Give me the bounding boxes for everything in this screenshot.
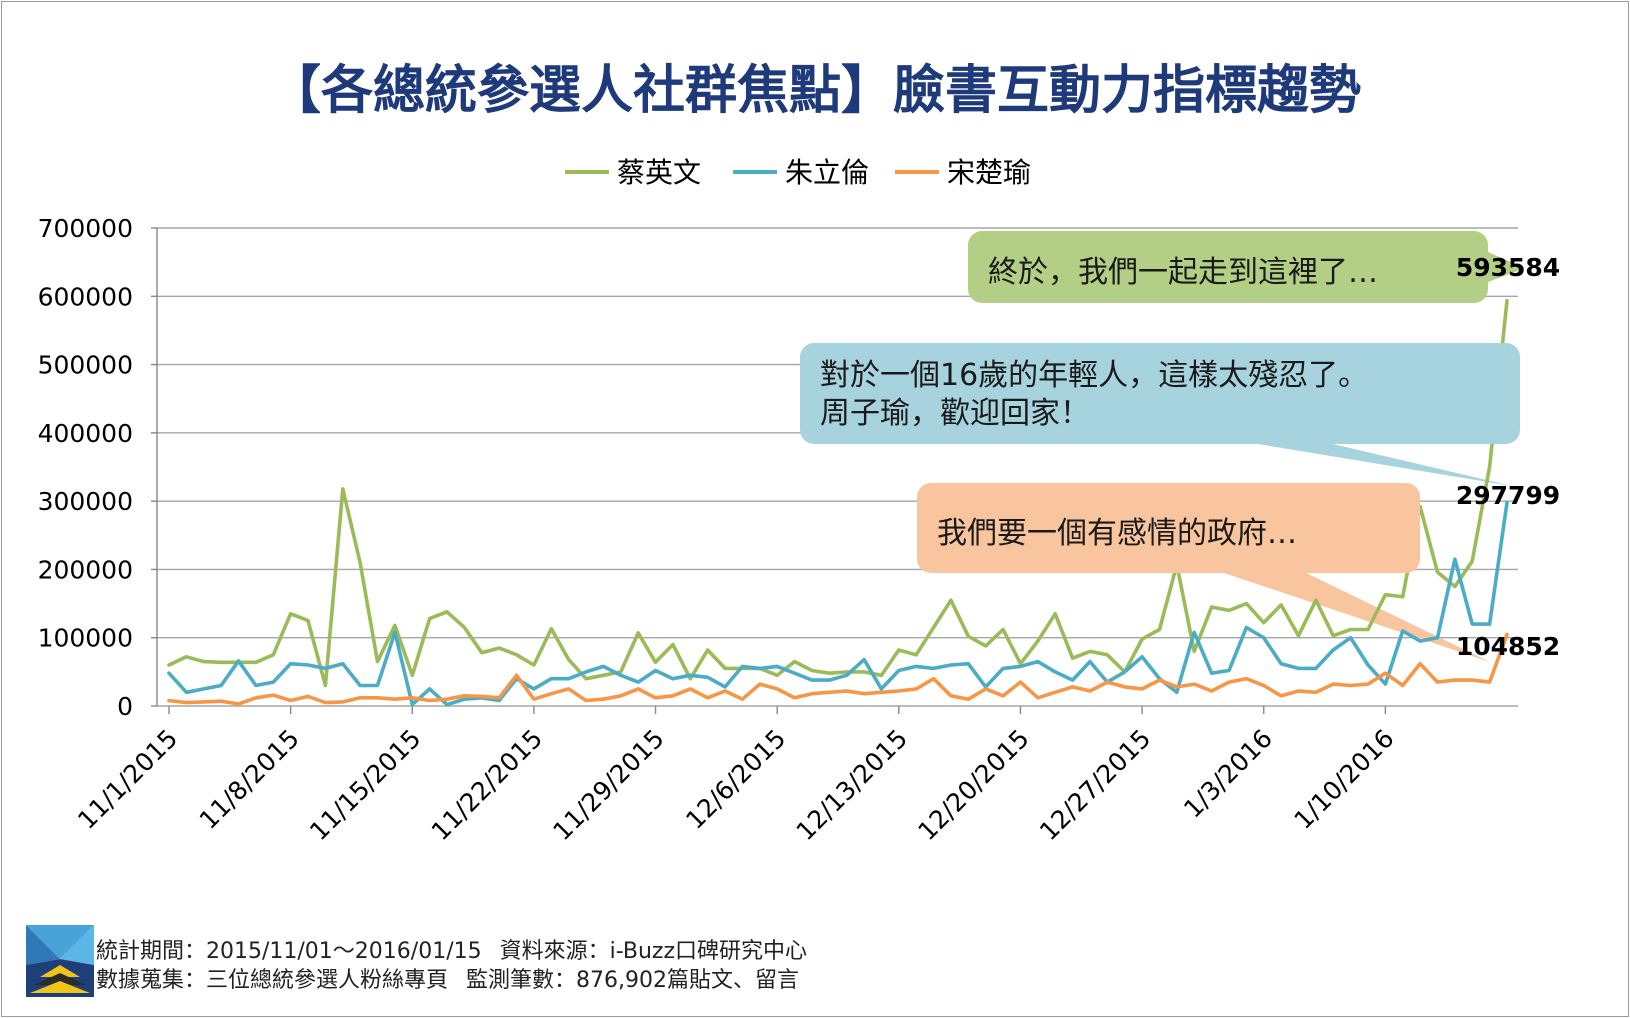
series-line-2 xyxy=(167,632,1509,706)
footer-source: 資料來源：i-Buzz口碑研究中心 xyxy=(499,939,808,964)
callout-tail-1 xyxy=(1240,441,1512,486)
legend-label-2: 宋楚瑜 xyxy=(947,156,1031,189)
y-tick-label-3: 300000 xyxy=(38,487,133,516)
x-tick-label-5: 12/6/2015 xyxy=(680,724,791,835)
y-tick-label-1: 100000 xyxy=(38,624,133,653)
callout-tail-0 xyxy=(1488,252,1525,282)
x-tick-label-9: 1/3/2016 xyxy=(1178,724,1278,824)
legend-label-1: 朱立倫 xyxy=(785,156,869,189)
x-tick-label-1: 11/8/2015 xyxy=(194,724,305,835)
x-tick-label-6: 12/13/2015 xyxy=(791,724,913,846)
chart-legend: 蔡英文 朱立倫 宋楚瑜 xyxy=(565,156,1031,189)
end-label-1: 297799 xyxy=(1456,481,1560,510)
callout-text-1-1: 周子瑜，歡迎回家！ xyxy=(820,396,1090,431)
callout-box-2 xyxy=(917,483,1420,573)
callout-text-0-0: 終於，我們一起走到這裡了… xyxy=(988,255,1378,290)
callout-box-1 xyxy=(800,343,1520,444)
end-labels: 593584 297799 104852 xyxy=(1456,253,1560,661)
x-axis: 11/1/2015 11/8/2015 11/15/2015 11/22/2015 11… xyxy=(72,706,1400,846)
y-tick-label-0: 0 xyxy=(117,692,133,721)
callout-tail-2 xyxy=(1215,570,1490,662)
y-tick-label-6: 600000 xyxy=(38,282,133,311)
chart-series xyxy=(167,298,1509,707)
callout-text-1-0: 對於一個16歲的年輕人，這樣太殘忍了。 xyxy=(820,358,1368,393)
footer-count: 監測筆數：876,902篇貼文、留言 xyxy=(466,968,799,993)
x-tick-label-2: 11/15/2015 xyxy=(304,724,426,846)
chart-title: 【各總統參選人社群焦點】臉書互動力指標趨勢 xyxy=(269,61,1361,121)
callout-tails xyxy=(1215,252,1525,662)
legend-label-0: 蔡英文 xyxy=(617,156,701,189)
y-tick-label-4: 400000 xyxy=(38,419,133,448)
end-label-2: 104852 xyxy=(1456,632,1560,661)
callout-box-0 xyxy=(968,231,1488,303)
ibuzz-logo-icon xyxy=(26,925,94,997)
x-tick-label-7: 12/20/2015 xyxy=(912,724,1034,846)
footer-period: 統計期間：2015/11/01～2016/01/15 xyxy=(96,939,482,964)
y-axis: 0 100000 200000 300000 400000 500000 600000 700… xyxy=(38,214,158,721)
x-tick-label-4: 11/29/2015 xyxy=(547,724,669,846)
x-tick-label-0: 11/1/2015 xyxy=(72,724,183,835)
callouts: 終於，我們一起走到這裡了… 對於一個16歲的年輕人，這樣太殘忍了。周子瑜，歡迎回家… xyxy=(800,231,1520,573)
y-tick-label-2: 200000 xyxy=(38,555,133,584)
end-label-0: 593584 xyxy=(1456,253,1560,282)
y-tick-label-7: 700000 xyxy=(38,214,133,243)
chart-footer: 統計期間：2015/11/01～2016/01/15 資料來源：i-Buzz口碑研… xyxy=(96,937,825,995)
series-line-1 xyxy=(167,500,1509,707)
footer-collection: 數據蒐集：三位總統參選人粉絲專頁 xyxy=(96,968,449,993)
x-tick-label-10: 1/10/2016 xyxy=(1288,724,1399,835)
callout-text-2-0: 我們要一個有感情的政府… xyxy=(937,516,1297,551)
y-tick-label-5: 500000 xyxy=(38,351,133,380)
x-tick-label-8: 12/27/2015 xyxy=(1034,724,1156,846)
series-line-0 xyxy=(167,298,1509,688)
x-tick-label-3: 11/22/2015 xyxy=(426,724,548,846)
